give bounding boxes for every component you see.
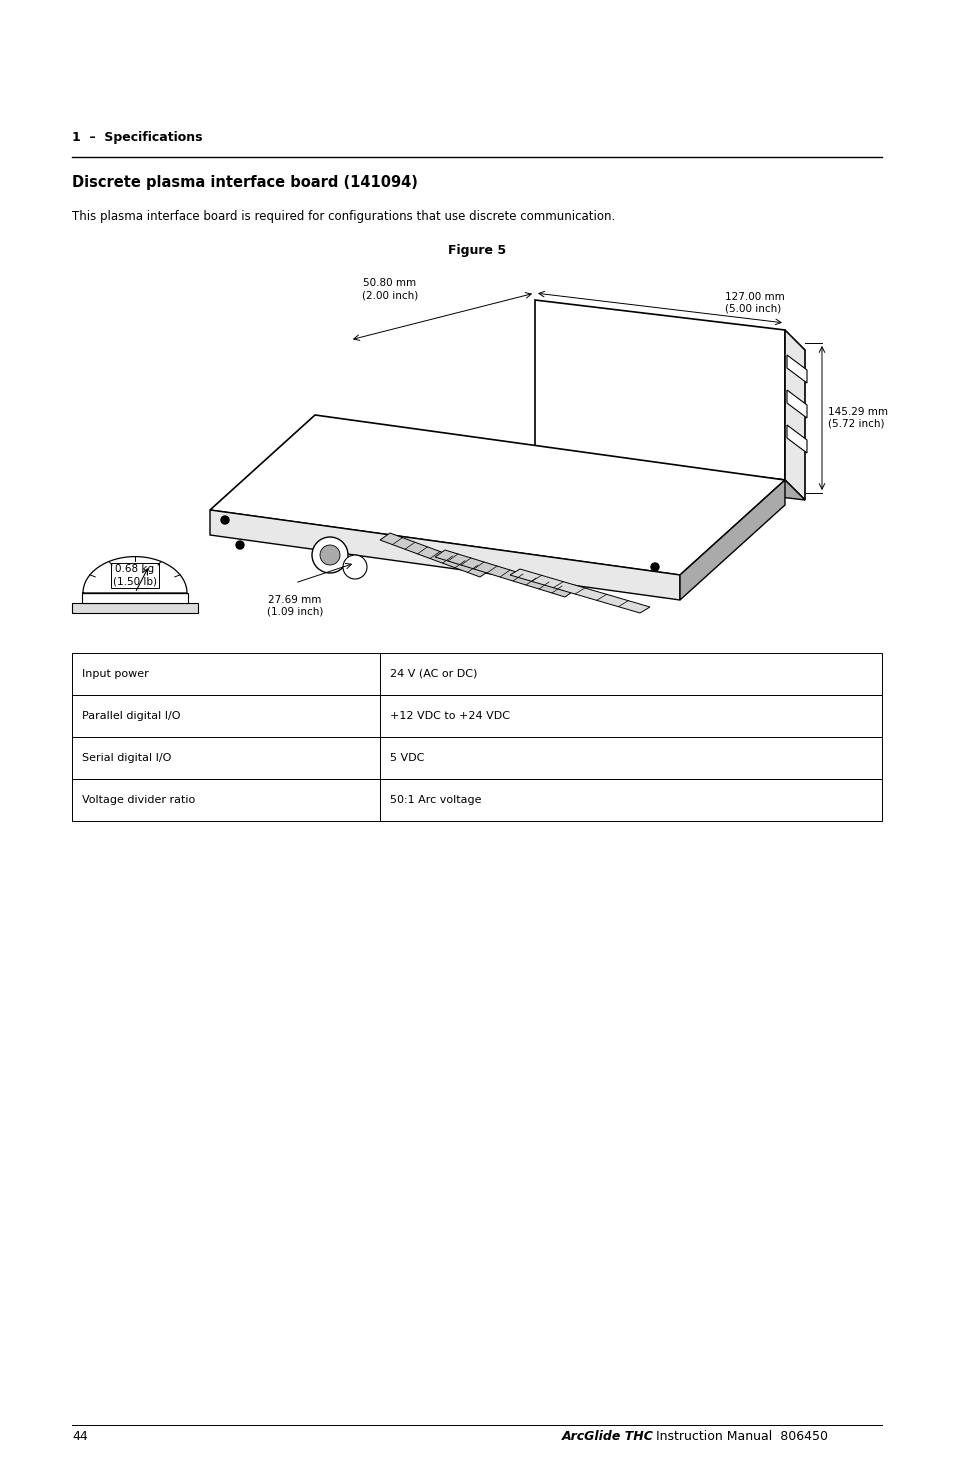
Polygon shape — [83, 556, 187, 593]
Polygon shape — [786, 425, 806, 453]
Polygon shape — [210, 414, 784, 575]
Text: Figure 5: Figure 5 — [448, 243, 505, 257]
Circle shape — [312, 537, 348, 572]
Text: 145.29 mm
(5.72 inch): 145.29 mm (5.72 inch) — [827, 407, 887, 429]
Circle shape — [235, 541, 244, 549]
Circle shape — [343, 555, 367, 580]
FancyBboxPatch shape — [71, 653, 379, 695]
Text: 127.00 mm
(5.00 inch): 127.00 mm (5.00 inch) — [724, 292, 784, 314]
Polygon shape — [784, 330, 804, 500]
Polygon shape — [82, 593, 188, 603]
Polygon shape — [535, 450, 804, 500]
Text: 0.68 kg
(1.50 lb): 0.68 kg (1.50 lb) — [112, 565, 157, 586]
FancyBboxPatch shape — [379, 653, 882, 695]
Text: 27.69 mm
(1.09 inch): 27.69 mm (1.09 inch) — [267, 594, 323, 617]
Text: 50:1 Arc voltage: 50:1 Arc voltage — [390, 795, 481, 805]
Text: Instruction Manual  806450: Instruction Manual 806450 — [651, 1429, 827, 1443]
Polygon shape — [535, 299, 784, 479]
Text: 1  –  Specifications: 1 – Specifications — [71, 131, 202, 145]
Text: +12 VDC to +24 VDC: +12 VDC to +24 VDC — [390, 711, 509, 721]
Text: 50.80 mm
(2.00 inch): 50.80 mm (2.00 inch) — [361, 279, 417, 299]
Polygon shape — [679, 479, 784, 600]
Circle shape — [319, 544, 339, 565]
FancyBboxPatch shape — [379, 738, 882, 779]
Polygon shape — [379, 532, 490, 577]
Text: Discrete plasma interface board (141094): Discrete plasma interface board (141094) — [71, 176, 417, 190]
FancyBboxPatch shape — [71, 738, 379, 779]
Text: Input power: Input power — [82, 670, 149, 678]
Text: 44: 44 — [71, 1429, 88, 1443]
FancyBboxPatch shape — [71, 695, 379, 738]
FancyBboxPatch shape — [71, 779, 379, 822]
FancyBboxPatch shape — [379, 695, 882, 738]
Polygon shape — [71, 603, 198, 614]
Polygon shape — [510, 569, 649, 614]
Text: ArcGlide THC: ArcGlide THC — [561, 1429, 653, 1443]
Text: Parallel digital I/O: Parallel digital I/O — [82, 711, 180, 721]
Text: 24 V (AC or DC): 24 V (AC or DC) — [390, 670, 476, 678]
Polygon shape — [435, 550, 575, 597]
Text: Serial digital I/O: Serial digital I/O — [82, 754, 172, 763]
Circle shape — [221, 516, 229, 524]
Text: Voltage divider ratio: Voltage divider ratio — [82, 795, 195, 805]
Text: 5 VDC: 5 VDC — [390, 754, 424, 763]
FancyBboxPatch shape — [379, 779, 882, 822]
Polygon shape — [786, 355, 806, 384]
Polygon shape — [786, 389, 806, 417]
Circle shape — [650, 563, 659, 571]
Polygon shape — [210, 510, 679, 600]
Text: This plasma interface board is required for configurations that use discrete com: This plasma interface board is required … — [71, 209, 615, 223]
